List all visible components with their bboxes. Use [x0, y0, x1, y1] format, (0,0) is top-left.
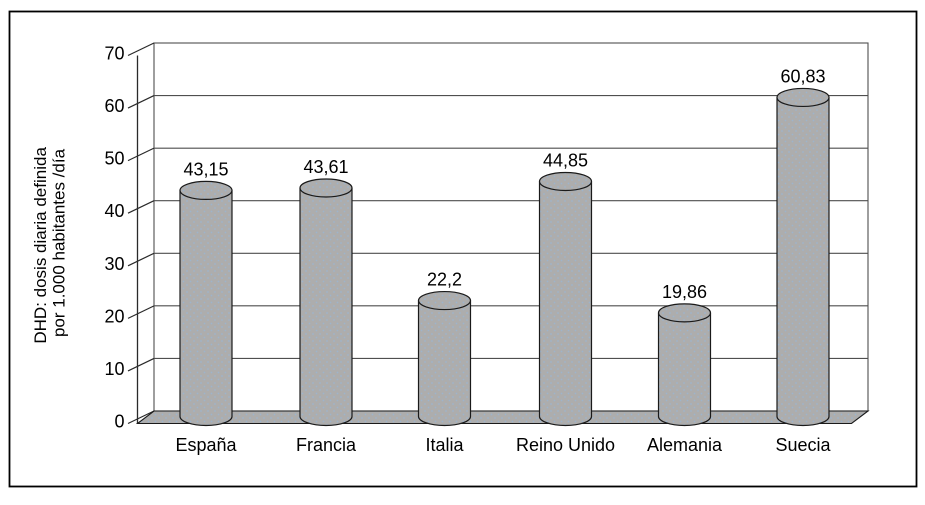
bar-top-espana	[179, 180, 233, 201]
bar-top-reino-unido	[538, 171, 593, 192]
bar-body-francia	[299, 187, 353, 427]
bars-layer	[179, 87, 830, 427]
bar-body-italia	[417, 300, 472, 427]
y-tick-70	[127, 42, 155, 57]
bar-suecia	[776, 87, 830, 427]
y-tick-label-50: 50	[104, 149, 124, 169]
bar-top-alemania	[657, 303, 712, 323]
x-label-suecia: Suecia	[775, 435, 831, 455]
y-tick-20	[127, 305, 155, 319]
y-tick-label-0: 0	[114, 412, 124, 432]
bar-body-suecia	[776, 97, 830, 427]
value-label-espana: 43,15	[183, 159, 228, 179]
plot-back-wall	[153, 42, 869, 412]
x-label-italia: Italia	[425, 435, 464, 455]
bar-body-reino-unido	[538, 181, 593, 427]
value-label-italia: 22,2	[427, 270, 462, 290]
category-labels-layer: España Francia Italia Reino Unido Alemania Su…	[175, 435, 831, 455]
y-tick-30	[127, 252, 155, 267]
y-tick-0	[127, 410, 155, 425]
x-label-espana: España	[175, 435, 237, 455]
y-axis-title: DHD: dosis diaria definida por 1.000 hab…	[31, 142, 69, 343]
bar-espana	[179, 180, 233, 427]
bar-top-suecia	[776, 87, 830, 108]
bar-italia	[417, 290, 472, 427]
y-tick-label-20: 20	[104, 306, 124, 326]
y-tick-60	[127, 95, 155, 109]
y-axis-title-line2: por 1.000 habitantes /día	[50, 148, 69, 337]
value-label-alemania: 19,86	[662, 282, 707, 302]
y-tick-label-30: 30	[104, 254, 124, 274]
y-ticks-layer	[127, 42, 155, 425]
bar-body-alemania	[657, 312, 712, 427]
gridlines-layer	[154, 95, 868, 359]
y-tick-50	[127, 147, 155, 162]
x-label-francia: Francia	[296, 435, 357, 455]
y-tick-label-10: 10	[104, 359, 124, 379]
y-tick-labels-layer: 0 10 20 30 40 50 60 70	[104, 44, 124, 432]
bar-top-italia	[417, 290, 472, 311]
y-tick-10	[127, 357, 155, 372]
y-tick-label-70: 70	[104, 44, 124, 64]
x-label-reino-unido: Reino Unido	[516, 435, 615, 455]
plot-floor	[135, 410, 870, 425]
bar-body-espana	[179, 190, 233, 427]
value-labels-layer: 43,15 43,61 22,2 44,85 19,86 60,83	[183, 66, 825, 301]
y-tick-label-40: 40	[104, 201, 124, 221]
bar-alemania	[657, 303, 712, 427]
bar-reino-unido	[538, 171, 593, 427]
y-axis-title-line1: DHD: dosis diaria definida	[31, 147, 50, 344]
bar-francia	[299, 178, 353, 427]
y-tick-label-60: 60	[104, 96, 124, 116]
value-label-reino-unido: 44,85	[543, 150, 588, 170]
value-label-suecia: 60,83	[780, 66, 825, 86]
x-label-alemania: Alemania	[647, 435, 723, 455]
y-tick-40	[127, 200, 155, 214]
value-label-francia: 43,61	[303, 157, 348, 177]
bar-top-francia	[299, 178, 353, 198]
